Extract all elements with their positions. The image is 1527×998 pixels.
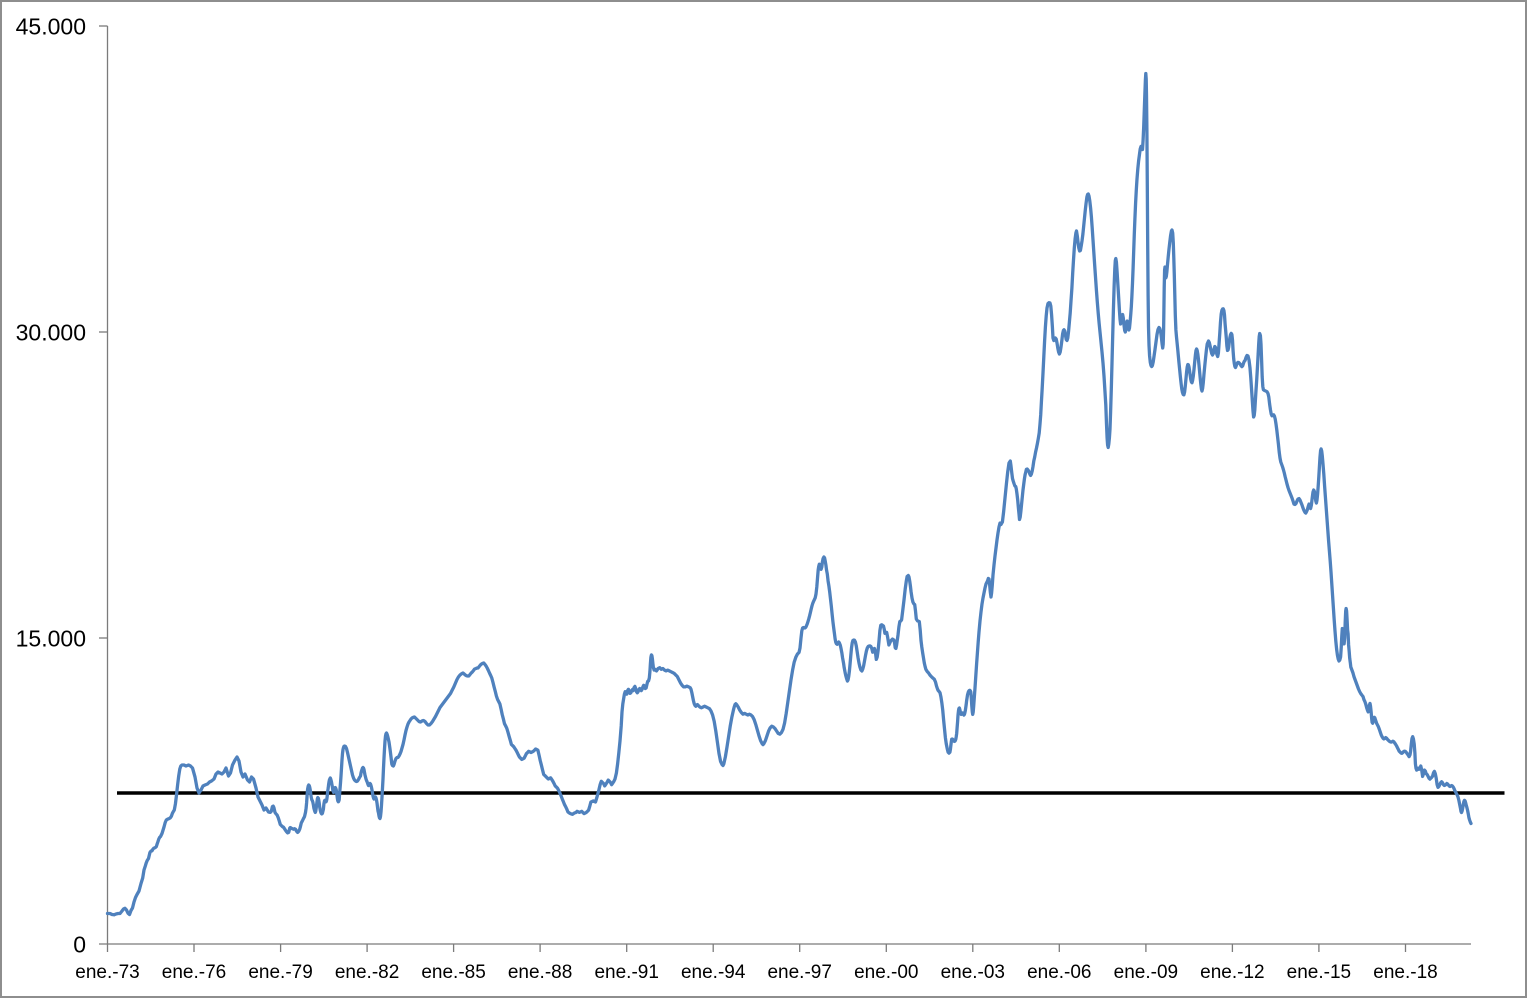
svg-text:45.000: 45.000: [16, 14, 86, 40]
svg-text:30.000: 30.000: [16, 320, 86, 346]
svg-text:ene.-15: ene.-15: [1287, 962, 1351, 983]
svg-text:ene.-00: ene.-00: [854, 962, 918, 983]
svg-text:ene.-06: ene.-06: [1027, 962, 1091, 983]
svg-text:ene.-88: ene.-88: [508, 962, 572, 983]
svg-text:ene.-76: ene.-76: [162, 962, 226, 983]
svg-text:ene.-94: ene.-94: [681, 962, 746, 983]
svg-text:ene.-73: ene.-73: [75, 962, 139, 983]
svg-text:0: 0: [73, 932, 86, 958]
svg-text:ene.-79: ene.-79: [248, 962, 312, 983]
svg-text:ene.-97: ene.-97: [767, 962, 831, 983]
svg-text:ene.-12: ene.-12: [1200, 962, 1264, 983]
svg-text:ene.-91: ene.-91: [594, 962, 658, 983]
svg-text:ene.-18: ene.-18: [1373, 962, 1437, 983]
svg-text:ene.-85: ene.-85: [421, 962, 485, 983]
svg-text:ene.-09: ene.-09: [1114, 962, 1178, 983]
svg-text:15.000: 15.000: [16, 626, 86, 652]
svg-text:ene.-82: ene.-82: [335, 962, 399, 983]
svg-text:ene.-03: ene.-03: [941, 962, 1005, 983]
